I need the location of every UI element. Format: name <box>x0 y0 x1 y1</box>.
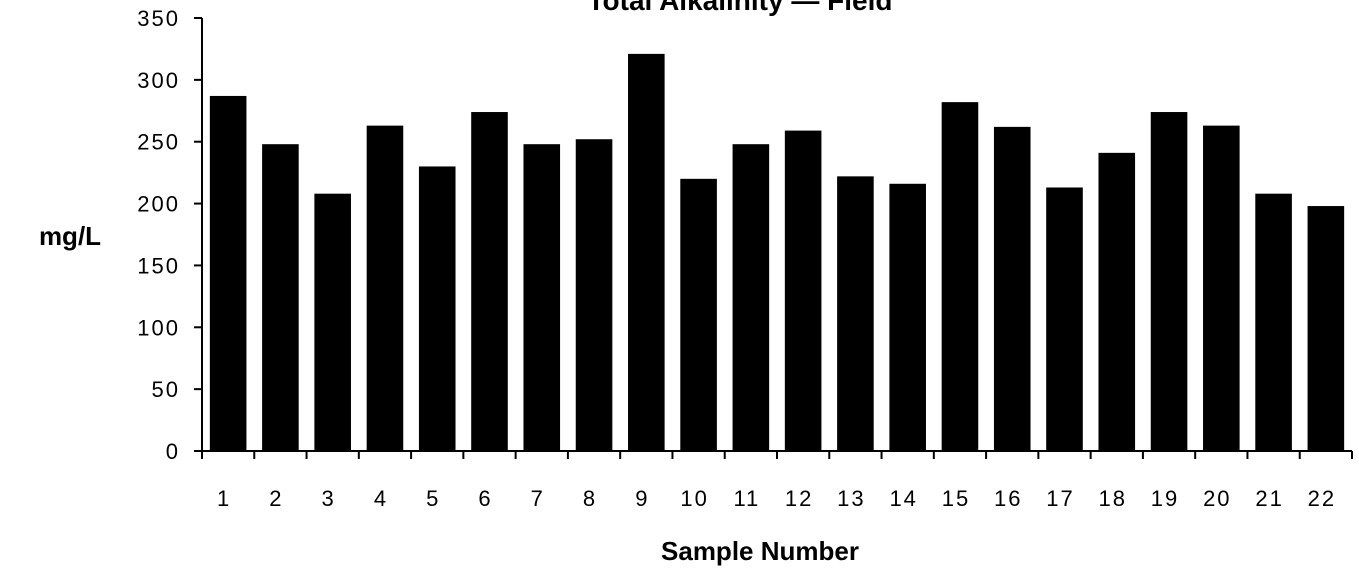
x-tick-label: 6 <box>478 486 492 511</box>
bar <box>1150 112 1188 451</box>
bar <box>889 183 926 451</box>
y-tick-label: 50 <box>152 377 180 402</box>
y-tick-label: 150 <box>137 253 180 278</box>
bar <box>314 193 351 451</box>
x-tick-label: 2 <box>269 486 283 511</box>
x-tick-label: 10 <box>680 486 708 511</box>
bar <box>1046 187 1083 451</box>
bar <box>471 112 508 451</box>
bar <box>837 176 874 451</box>
x-tick-label: 20 <box>1203 486 1231 511</box>
x-tick-label: 19 <box>1151 486 1179 511</box>
x-tick-label: 12 <box>785 486 813 511</box>
x-tick-label: 1 <box>217 486 231 511</box>
bar <box>418 166 456 451</box>
x-tick-label: 13 <box>837 486 865 511</box>
y-tick-label: 350 <box>137 6 180 31</box>
bar <box>941 102 979 451</box>
bar <box>1307 206 1345 451</box>
x-tick-label: 22 <box>1308 486 1336 511</box>
bar <box>1203 125 1240 451</box>
x-tick-label: 16 <box>994 486 1022 511</box>
x-tick-label: 3 <box>322 486 336 511</box>
y-tick-label: 0 <box>166 439 180 464</box>
chart-title: Total Alkalinity — Field <box>588 0 893 16</box>
bar <box>1098 152 1136 451</box>
x-tick-label: 8 <box>583 486 597 511</box>
bar <box>1255 193 1292 451</box>
y-tick-label: 100 <box>137 315 180 340</box>
y-axis-label: mg/L <box>39 221 101 251</box>
bar <box>366 125 404 451</box>
x-tick-label: 5 <box>426 486 440 511</box>
y-tick-label: 300 <box>137 68 180 93</box>
x-tick-label: 11 <box>733 486 760 511</box>
bars <box>209 53 1345 452</box>
bar <box>680 178 717 452</box>
bar <box>575 139 613 452</box>
bar <box>209 95 247 451</box>
x-tick-label: 14 <box>889 486 917 511</box>
bar <box>628 53 665 452</box>
bar <box>993 126 1031 452</box>
x-tick-label: 4 <box>374 486 388 511</box>
bar <box>784 130 822 451</box>
x-axis: 1 2 3 4 5 6 7 8 9 10 11 12 13 14 15 16 17 18 19 20 21 22 <box>201 450 1353 511</box>
y-axis: 0 50 100 150 200 250 300 350 <box>137 6 203 464</box>
x-tick-label: 17 <box>1046 486 1074 511</box>
x-tick-label: 18 <box>1099 486 1127 511</box>
bar <box>523 144 561 451</box>
x-tick-label: 21 <box>1255 486 1283 511</box>
x-tick-label: 9 <box>635 486 649 511</box>
x-axis-label: Sample Number <box>661 536 859 566</box>
bar <box>732 144 770 451</box>
x-tick-label: 15 <box>942 486 970 511</box>
y-tick-label: 200 <box>137 192 180 217</box>
x-tick-label: 7 <box>531 486 545 511</box>
bar <box>262 144 299 451</box>
y-tick-label: 250 <box>137 130 180 155</box>
